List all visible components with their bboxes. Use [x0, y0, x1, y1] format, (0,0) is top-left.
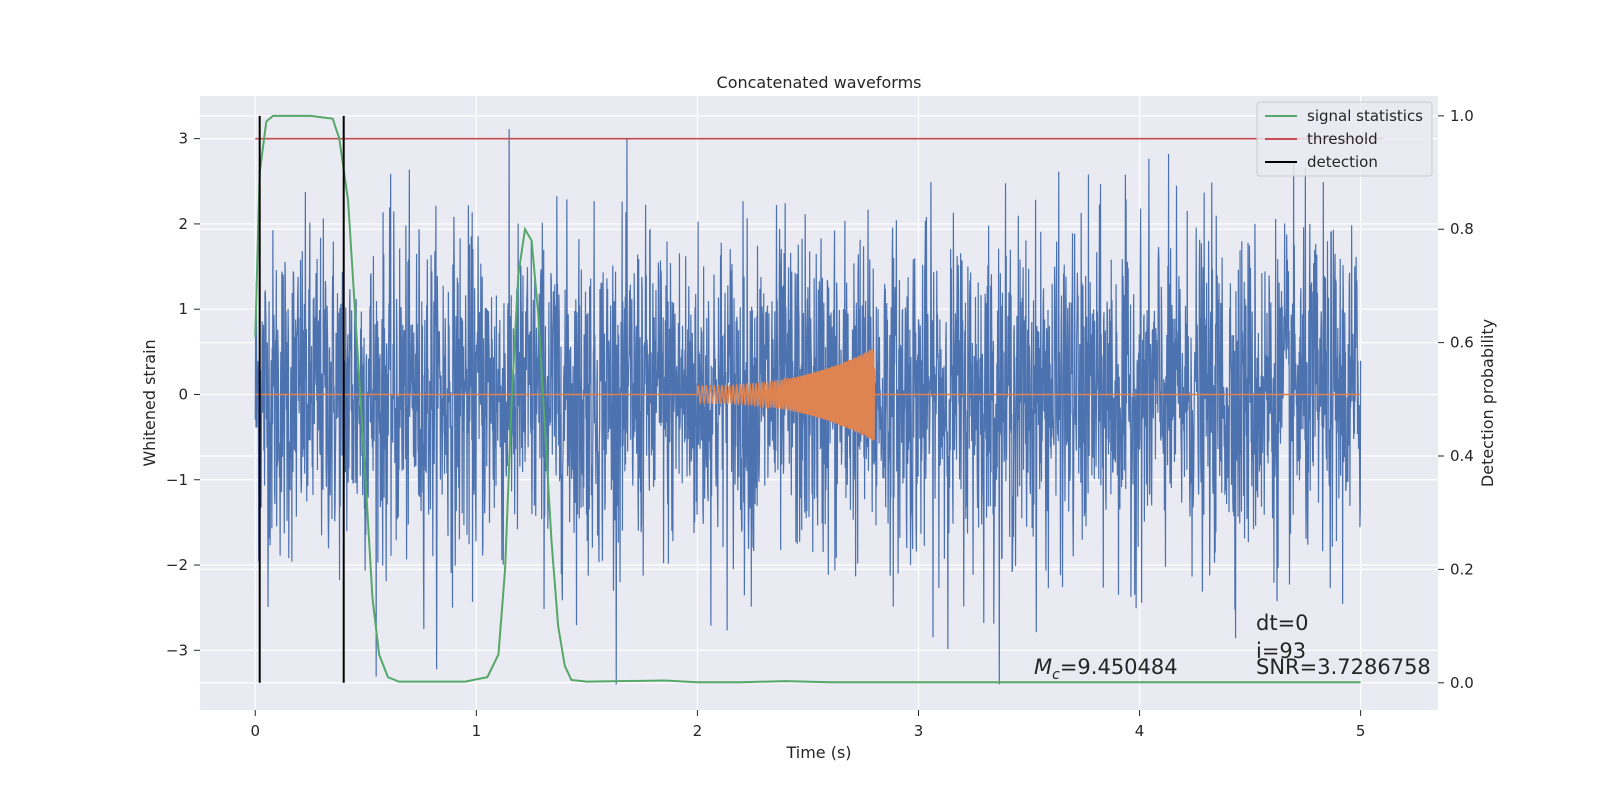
annotation-mc-subscript: c [1052, 667, 1060, 683]
legend-label-threshold: threshold [1307, 130, 1378, 148]
axes: 0 1 2 3 4 5 −3 −2 −1 0 1 2 3 0.0 0.2 0.4 0.6 0.8 1.0 [166, 107, 1474, 740]
annotation-chirp-mass: Mc=9.450484 [1034, 655, 1178, 683]
y2-tick-label: 0.8 [1450, 220, 1474, 238]
y2-axis-label: Detection probability [1478, 319, 1497, 487]
y-tick-label: 2 [178, 215, 188, 233]
legend: signal statistics threshold detection [1256, 101, 1433, 177]
y-tick-label: 1 [178, 300, 188, 318]
x-tick-label: 3 [914, 722, 924, 740]
y-tick-label: 0 [178, 385, 188, 403]
x-tick-label: 4 [1135, 722, 1145, 740]
y-axis-label: Whitened strain [140, 339, 159, 466]
y-tick-label: −2 [166, 556, 188, 574]
x-tick-label: 2 [693, 722, 703, 740]
y-tick-label: −1 [166, 471, 188, 489]
y2-tick-label: 0.2 [1450, 560, 1474, 578]
series-layer [254, 114, 1383, 685]
y2-tick-label: 0.0 [1450, 674, 1474, 692]
annotation-dt: dt=0 [1256, 611, 1309, 635]
legend-box [1256, 101, 1433, 177]
annotation-snr: SNR=3.7286758 [1256, 655, 1431, 679]
annotation-mc-value: =9.450484 [1060, 655, 1178, 679]
legend-label-detection: detection [1307, 153, 1378, 171]
x-axis-label: Time (s) [785, 743, 851, 762]
y-tick-label: 3 [178, 130, 188, 148]
series-injected-signal-line [255, 349, 1361, 441]
annotation-i: i=93 [1256, 639, 1306, 663]
y2-tick-label: 0.4 [1450, 447, 1474, 465]
x-tick-label: 5 [1356, 722, 1366, 740]
y2-tick-label: 0.6 [1450, 334, 1474, 352]
chart-title: Concatenated waveforms [717, 73, 922, 92]
series-strain-line [254, 129, 1362, 685]
series-signal-statistics-line [254, 114, 1361, 684]
annotation-mc-symbol: M [1034, 655, 1052, 679]
y-tick-label: −3 [166, 641, 188, 659]
x-tick-label: 1 [472, 722, 482, 740]
annotations: Mc=9.450484 dt=0 i=93 SNR=3.7286758 [1034, 611, 1431, 683]
y2-tick-label: 1.0 [1450, 107, 1474, 125]
x-tick-label: 0 [250, 722, 260, 740]
legend-label-signal-statistics: signal statistics [1307, 107, 1423, 125]
